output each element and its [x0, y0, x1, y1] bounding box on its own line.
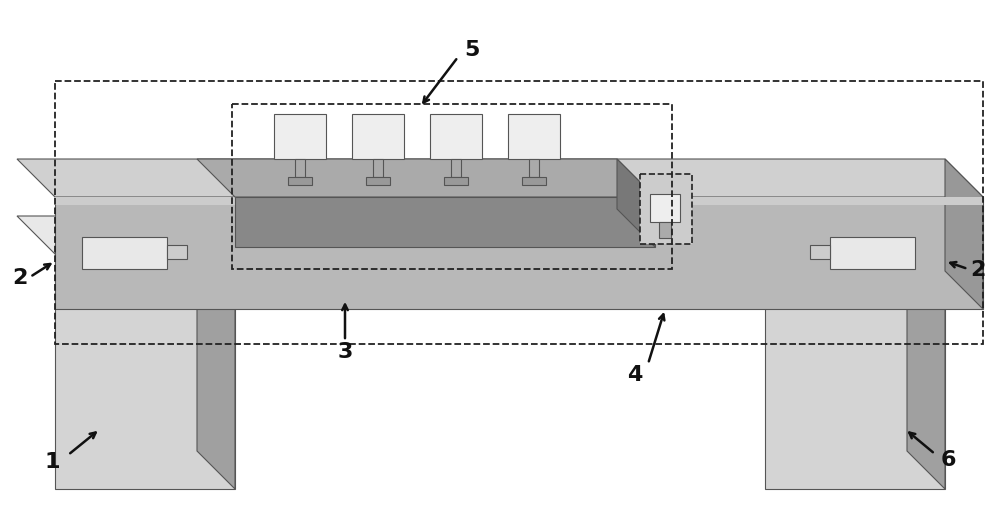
Text: 2: 2 — [970, 260, 986, 279]
Bar — [444, 178, 468, 186]
Bar — [167, 245, 187, 260]
Polygon shape — [55, 255, 235, 489]
Bar — [366, 178, 390, 186]
Polygon shape — [17, 160, 983, 197]
Polygon shape — [727, 217, 945, 255]
Text: 2: 2 — [12, 268, 28, 287]
Polygon shape — [55, 197, 983, 310]
Bar — [529, 160, 539, 178]
Bar — [830, 237, 915, 270]
Bar — [522, 178, 546, 186]
Bar — [232, 105, 672, 270]
Bar — [451, 160, 461, 178]
Polygon shape — [55, 197, 983, 206]
Polygon shape — [945, 160, 983, 310]
Bar — [508, 115, 560, 160]
Bar — [659, 223, 671, 238]
Text: 3: 3 — [337, 341, 353, 361]
Bar — [274, 115, 326, 160]
Polygon shape — [907, 217, 945, 489]
Polygon shape — [617, 160, 655, 247]
Bar — [288, 178, 312, 186]
Text: 4: 4 — [627, 364, 643, 384]
Polygon shape — [197, 217, 235, 489]
Bar — [810, 245, 830, 260]
Bar — [82, 237, 167, 270]
Bar — [640, 175, 692, 244]
Text: 5: 5 — [464, 40, 480, 60]
Polygon shape — [197, 160, 655, 197]
Polygon shape — [17, 217, 235, 255]
Bar — [650, 194, 680, 223]
Bar — [373, 160, 383, 178]
Text: 1: 1 — [44, 451, 60, 471]
Bar — [640, 175, 692, 244]
Text: 6: 6 — [940, 449, 956, 469]
Polygon shape — [765, 255, 945, 489]
Polygon shape — [235, 197, 655, 247]
Bar — [55, 82, 983, 344]
Bar — [295, 160, 305, 178]
Bar — [430, 115, 482, 160]
Bar — [352, 115, 404, 160]
